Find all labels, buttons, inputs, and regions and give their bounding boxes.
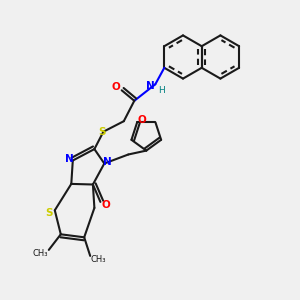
Text: S: S (46, 208, 53, 218)
Text: CH₃: CH₃ (33, 249, 48, 258)
Text: O: O (112, 82, 121, 92)
Text: O: O (137, 115, 146, 125)
Text: N: N (65, 154, 74, 164)
Text: S: S (98, 127, 106, 137)
Text: H: H (158, 86, 165, 95)
Text: CH₃: CH₃ (91, 255, 106, 264)
Text: N: N (103, 157, 112, 167)
Text: N: N (146, 81, 155, 91)
Text: O: O (101, 200, 110, 211)
